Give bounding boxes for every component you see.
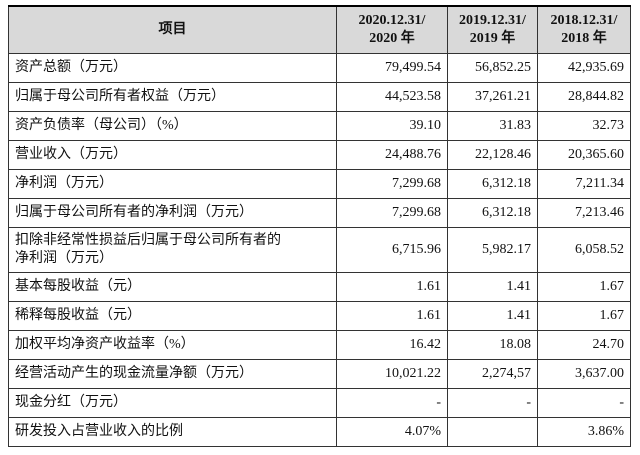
header-cell: 2018.12.31/2018 年 (537, 5, 631, 54)
value-cell: 39.10 (336, 111, 448, 141)
value-cell (447, 417, 538, 447)
cell-line: 净利润（万元） (15, 251, 113, 266)
value-cell: 10,021.22 (336, 359, 448, 389)
value-cell: 22,128.46 (447, 140, 538, 170)
value-cell: - (336, 388, 448, 418)
value-cell: 24,488.76 (336, 140, 448, 170)
row-label: 加权平均净资产收益率（%） (8, 330, 337, 360)
cell-line: 2019 年 (469, 31, 516, 46)
table-row: 净利润（万元） 7,299.68 6,312.18 7,211.34 (8, 169, 631, 199)
cell-line: 2018 年 (561, 31, 607, 46)
value-cell: 7,213.46 (537, 198, 631, 228)
header-cell: 项目 (8, 5, 337, 54)
row-label: 稀释每股收益（元） (8, 301, 337, 331)
value-cell: 16.42 (336, 330, 448, 360)
table-row: 扣除非经常性损益后归属于母公司所有者的 净利润（万元） 6,715.96 5,982.… (8, 227, 631, 273)
value-cell: 2,274,57 (447, 359, 538, 389)
value-cell: 7,211.34 (537, 169, 631, 199)
value-cell: - (537, 388, 631, 418)
cell-line: 2019.12.31/ (459, 13, 526, 28)
value-cell: 4.07% (336, 417, 448, 447)
value-cell: 44,523.58 (336, 82, 448, 112)
row-label: 资产负债率（母公司）（%） (8, 111, 337, 141)
table-row: 归属于母公司所有者的净利润（万元） 7,299.68 6,312.18 7,213.4… (8, 198, 631, 228)
row-label: 现金分红（万元） (8, 388, 337, 418)
header-cell: 2019.12.31/2019 年 (447, 5, 538, 54)
table-row: 稀释每股收益（元） 1.61 1.41 1.67 (8, 301, 631, 331)
value-cell: 1.61 (336, 301, 448, 331)
table-row: 资产负债率（母公司）（%） 39.10 31.83 32.73 (8, 111, 631, 141)
row-label: 研发投入占营业收入的比例 (8, 417, 337, 447)
financial-table: 项目 2020.12.31/2020 年 2019.12.31/2019 年 2018… (8, 5, 631, 447)
table-row: 研发投入占营业收入的比例 4.07% 3.86% (8, 417, 631, 447)
row-label: 扣除非经常性损益后归属于母公司所有者的 净利润（万元） (8, 227, 337, 273)
table-row: 加权平均净资产收益率（%） 16.42 18.08 24.70 (8, 330, 631, 360)
row-label: 经营活动产生的现金流量净额（万元） (8, 359, 337, 389)
value-cell: 56,852.25 (447, 53, 538, 83)
value-cell: 7,299.68 (336, 169, 448, 199)
cell-line: 扣除非经常性损益后归属于母公司所有者的 (15, 233, 281, 248)
value-cell: 1.41 (447, 272, 538, 302)
row-label: 基本每股收益（元） (8, 272, 337, 302)
value-cell: 20,365.60 (537, 140, 631, 170)
row-label: 净利润（万元） (8, 169, 337, 199)
value-cell: 1.67 (537, 272, 631, 302)
header-row: 项目 2020.12.31/2020 年 2019.12.31/2019 年 2018… (8, 5, 631, 54)
value-cell: 3.86% (537, 417, 631, 447)
value-cell: 6,312.18 (447, 198, 538, 228)
value-cell: 79,499.54 (336, 53, 448, 83)
value-cell: 37,261.21 (447, 82, 538, 112)
row-label: 营业收入（万元） (8, 140, 337, 170)
value-cell: 42,935.69 (537, 53, 631, 83)
value-cell: 3,637.00 (537, 359, 631, 389)
table-row: 经营活动产生的现金流量净额（万元） 10,021.22 2,274,57 3,637.… (8, 359, 631, 389)
value-cell: 6,715.96 (336, 227, 448, 273)
table-row: 现金分红（万元） - - - (8, 388, 631, 418)
table-row: 归属于母公司所有者权益（万元） 44,523.58 37,261.21 28,844.… (8, 82, 631, 112)
row-label: 资产总额（万元） (8, 53, 337, 83)
row-label: 归属于母公司所有者的净利润（万元） (8, 198, 337, 228)
value-cell: - (447, 388, 538, 418)
table-row: 营业收入（万元） 24,488.76 22,128.46 20,365.60 (8, 140, 631, 170)
value-cell: 28,844.82 (537, 82, 631, 112)
cell-line: 2018.12.31/ (550, 13, 618, 28)
row-label: 归属于母公司所有者权益（万元） (8, 82, 337, 112)
value-cell: 5,982.17 (447, 227, 538, 273)
value-cell: 1.41 (447, 301, 538, 331)
value-cell: 31.83 (447, 111, 538, 141)
value-cell: 32.73 (537, 111, 631, 141)
value-cell: 7,299.68 (336, 198, 448, 228)
table-row: 资产总额（万元） 79,499.54 56,852.25 42,935.69 (8, 53, 631, 83)
value-cell: 24.70 (537, 330, 631, 360)
table-row: 基本每股收益（元） 1.61 1.41 1.67 (8, 272, 631, 302)
cell-line: 2020 年 (369, 31, 415, 46)
value-cell: 6,312.18 (447, 169, 538, 199)
value-cell: 18.08 (447, 330, 538, 360)
value-cell: 6,058.52 (537, 227, 631, 273)
value-cell: 1.61 (336, 272, 448, 302)
header-cell: 2020.12.31/2020 年 (336, 5, 448, 54)
value-cell: 1.67 (537, 301, 631, 331)
cell-line: 2020.12.31/ (358, 13, 426, 28)
